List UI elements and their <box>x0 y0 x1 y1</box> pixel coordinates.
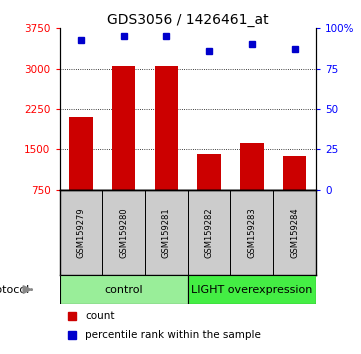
Bar <box>60 275 188 304</box>
Bar <box>230 190 273 275</box>
Text: control: control <box>104 285 143 295</box>
Bar <box>112 66 135 190</box>
Text: count: count <box>85 311 115 321</box>
Text: GSM159281: GSM159281 <box>162 207 171 258</box>
Bar <box>283 156 306 190</box>
Text: GSM159284: GSM159284 <box>290 207 299 258</box>
Bar <box>197 154 221 190</box>
Bar <box>240 143 264 190</box>
Text: LIGHT overexpression: LIGHT overexpression <box>191 285 313 295</box>
Bar <box>102 190 145 275</box>
Text: percentile rank within the sample: percentile rank within the sample <box>85 330 261 340</box>
Title: GDS3056 / 1426461_at: GDS3056 / 1426461_at <box>107 13 269 27</box>
Text: protocol: protocol <box>0 285 29 295</box>
Bar <box>60 190 102 275</box>
Text: GSM159280: GSM159280 <box>119 207 128 258</box>
Bar <box>188 275 316 304</box>
Text: GSM159283: GSM159283 <box>247 207 256 258</box>
Text: GSM159279: GSM159279 <box>77 207 86 258</box>
Text: GSM159282: GSM159282 <box>205 207 214 258</box>
Bar <box>69 117 93 190</box>
Bar <box>155 66 178 190</box>
Bar <box>145 190 188 275</box>
Bar <box>188 190 230 275</box>
Bar <box>273 190 316 275</box>
